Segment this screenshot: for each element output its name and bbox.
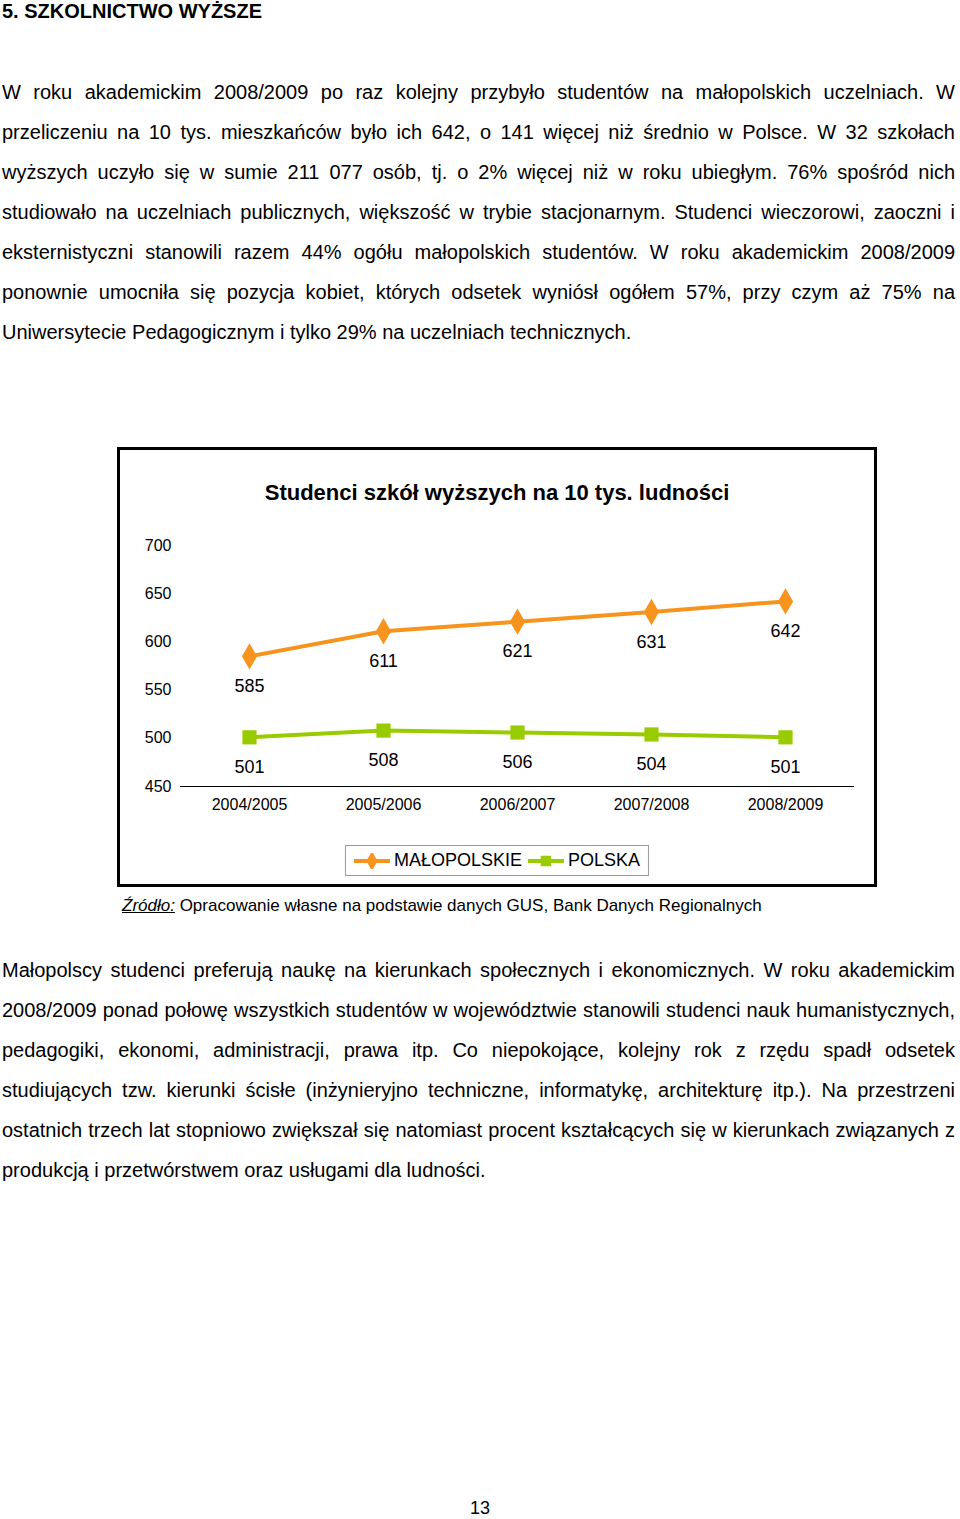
svg-text:621: 621: [502, 641, 532, 661]
svg-text:504: 504: [636, 754, 666, 774]
html-text:Małopolscy studenci preferują: Małopolscy studenci preferują naukę na k…: [2, 959, 955, 1181]
svg-text:650: 650: [145, 585, 172, 602]
html-text:W roku akademickim 2008/2009 p: W roku akademickim 2008/2009 po raz kole…: [2, 81, 955, 343]
svg-text:2004/2005: 2004/2005: [212, 796, 288, 813]
svg-text:508: 508: [368, 750, 398, 770]
svg-text:506: 506: [502, 752, 532, 772]
html-text:13: 13: [470, 1498, 490, 1518]
html-text:Źródło: Opracowanie własne na: Źródło: Opracowanie własne na podstawie …: [122, 896, 762, 915]
svg-text:585: 585: [234, 676, 264, 696]
html-text:Studenci szkół wyższych na 10: Studenci szkół wyższych na 10 tys. ludno…: [264, 480, 730, 505]
svg-text:2005/2006: 2005/2006: [346, 796, 422, 813]
svg-text:450: 450: [145, 778, 172, 795]
svg-text:631: 631: [636, 632, 666, 652]
svg-text:501: 501: [234, 757, 264, 777]
svg-text:611: 611: [369, 651, 398, 671]
svg-text:2006/2007: 2006/2007: [480, 796, 556, 813]
svg-text:500: 500: [145, 729, 172, 746]
svg-text:2008/2009: 2008/2009: [748, 796, 824, 813]
svg-text:600: 600: [145, 633, 172, 650]
html-text:MAŁOPOLSKIE: MAŁOPOLSKIE: [393, 850, 522, 870]
svg-text:2007/2008: 2007/2008: [614, 796, 690, 813]
html-text:POLSKA: POLSKA: [568, 850, 641, 870]
svg-text:700: 700: [145, 537, 172, 554]
svg-text:642: 642: [770, 621, 800, 641]
svg-text:501: 501: [770, 757, 800, 777]
svg-text:550: 550: [145, 681, 172, 698]
html-text:5. SZKOLNICTWO WYŻSZE: 5. SZKOLNICTWO WYŻSZE: [2, 0, 262, 22]
